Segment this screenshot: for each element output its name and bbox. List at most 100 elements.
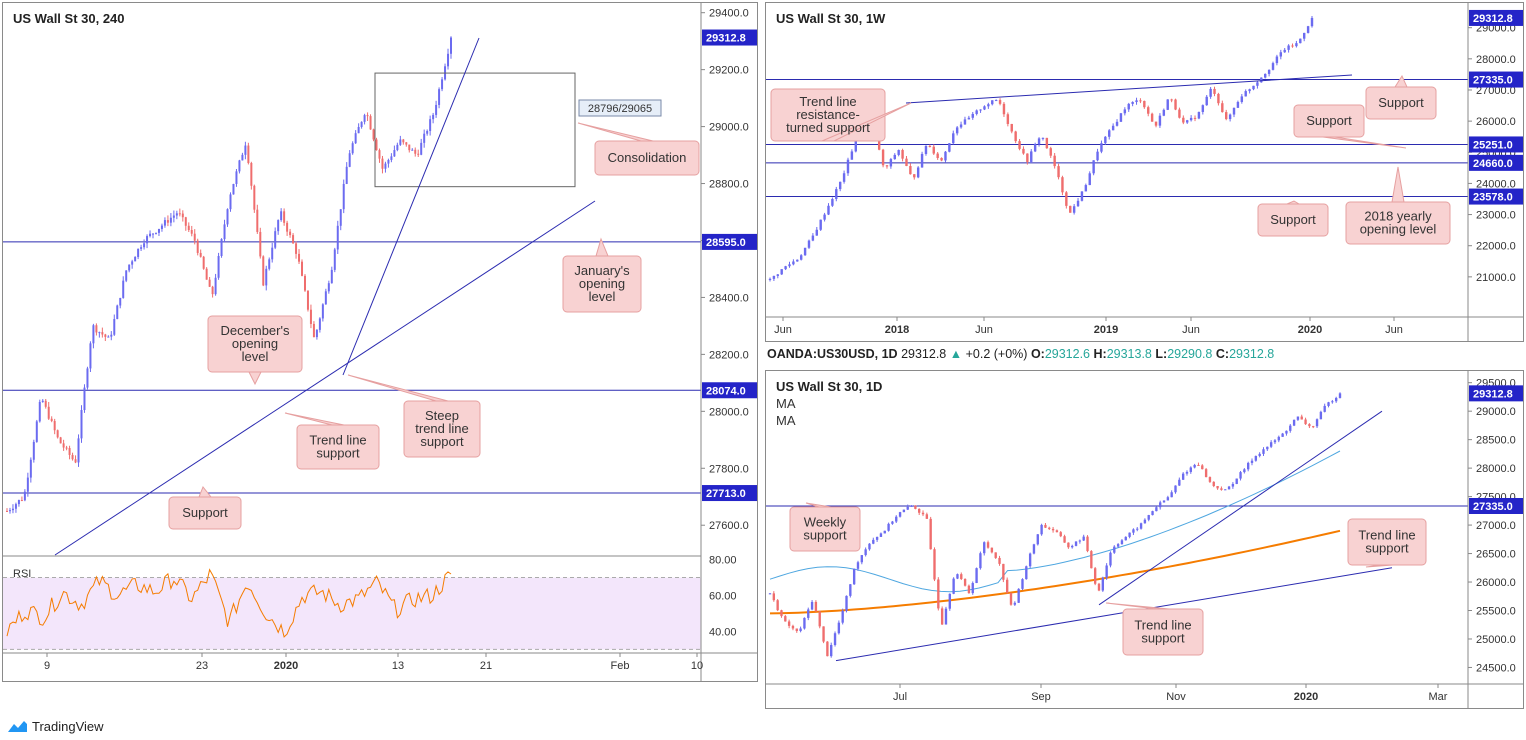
w1-candle-body <box>835 189 838 199</box>
w1-candle-body <box>1240 96 1244 102</box>
w1-candle-body <box>1115 121 1119 126</box>
h4-y-tick-label: 29200.0 <box>709 65 749 77</box>
d1-candle-body <box>860 555 863 563</box>
h4-candle-body <box>450 37 452 54</box>
h4-candle-body <box>41 400 44 402</box>
d1-candle-body <box>864 549 867 556</box>
d1-candle-body <box>940 608 944 625</box>
w1-candle-body <box>1217 93 1220 104</box>
w1-candle-body <box>1108 130 1111 137</box>
h4-candle-body <box>29 459 32 478</box>
d1-candle-body <box>929 518 932 550</box>
h4-candle-body <box>62 443 65 448</box>
tradingview-logo[interactable]: TradingView <box>4 718 104 734</box>
w1-candle-body <box>940 157 943 161</box>
d1-candle-body <box>1067 542 1070 548</box>
h4-x-tick-label: 10 <box>691 660 703 672</box>
d1-candle-body <box>883 530 886 534</box>
d1-candle-body <box>1300 416 1303 420</box>
h4-x-tick-label: 13 <box>392 660 404 672</box>
d1-y-tick-label: 27000.0 <box>1476 520 1516 532</box>
h4-candle-body <box>154 232 157 234</box>
d1-candle-body <box>852 568 856 585</box>
d1-candle-body <box>833 633 837 645</box>
h4-candle-body <box>143 243 146 248</box>
h4-candle-body <box>414 149 417 154</box>
w1-candle-body <box>905 158 908 167</box>
h4-candle-body <box>74 459 77 463</box>
w1-price-tag-bg <box>1469 136 1526 153</box>
support-callout-1-pointer <box>1394 74 1408 88</box>
h4-candle-body <box>14 504 17 509</box>
h4-candle-body <box>289 231 292 236</box>
w1-candle-body <box>1084 185 1088 192</box>
d1-chart-panel[interactable]: Weekly support Trend line support Trend line… <box>765 370 1526 709</box>
w1-candle-body <box>799 255 803 260</box>
d1-candle-body <box>1212 481 1215 487</box>
h4-candle-body <box>116 305 119 320</box>
d1-candle-body <box>979 553 982 569</box>
h4-candle-body <box>44 400 47 407</box>
decembers-opening-level-callout-text: opening <box>232 336 278 351</box>
d1-price-tag-bg <box>1469 497 1526 514</box>
d1-candle-body <box>1296 416 1300 420</box>
d1-y-tick-label: 25500.0 <box>1476 606 1516 618</box>
h4-candle-body <box>339 209 342 226</box>
h4-candle-body <box>71 454 74 460</box>
h4-price-tag-label: 29312.8 <box>706 33 746 45</box>
h4-chart[interactable]: 28796/29065 80.00 60.00 40.00 Consolidatio… <box>3 3 764 681</box>
yearly-opening-level-callout-pointer <box>1391 166 1405 203</box>
d1-candle-body <box>1128 532 1131 537</box>
d1-candle-body <box>1250 460 1254 463</box>
h4-candle-body <box>312 323 315 338</box>
w1-chart-panel[interactable]: Trend line resistance-turned support Suppo… <box>765 2 1526 342</box>
h4-candle-body <box>432 114 435 120</box>
h4-candle-body <box>223 224 226 240</box>
w1-candle-body <box>776 274 780 276</box>
h4-x-tick-label: 2020 <box>274 660 298 672</box>
h4-candle-body <box>244 145 247 155</box>
h4-chart-panel[interactable]: 28796/29065 80.00 60.00 40.00 Consolidatio… <box>2 2 764 682</box>
w1-candle-body <box>1201 105 1205 112</box>
trend-line-support-callout-bottom-pointer <box>1105 602 1170 610</box>
w1-candle-body <box>1256 82 1259 86</box>
d1-x-tick-label: 2020 <box>1294 691 1318 703</box>
d1-candle-body <box>1323 405 1326 412</box>
h4-price-tag-bg <box>702 233 764 250</box>
h4-candle-body <box>447 53 450 67</box>
h4-candle-body <box>342 183 345 210</box>
h4-candle-body <box>241 154 244 161</box>
h4-candle-body <box>101 332 104 335</box>
h4-candle-body <box>360 121 363 127</box>
w1-candle-body <box>1178 109 1181 118</box>
d1-x-tick-label: Sep <box>1031 691 1051 703</box>
h4-candle-body <box>393 150 396 157</box>
d1-price-tag-label: 27335.0 <box>1473 501 1513 513</box>
w1-candle-body <box>1104 136 1107 144</box>
ohlc-close-label: C: <box>1215 347 1230 361</box>
h4-candle-body <box>238 160 241 172</box>
support-callout-3-pointer <box>1286 200 1301 205</box>
h4-candle-body <box>429 119 432 132</box>
w1-candle-body <box>1092 160 1095 174</box>
h4-candle-body <box>125 270 128 281</box>
w1-candle-body <box>952 133 955 144</box>
w1-y-tick-label: 24000.0 <box>1476 178 1516 190</box>
d1-candle-body <box>1155 507 1158 512</box>
d1-candle-body <box>841 610 844 623</box>
d1-price-tag-bg <box>1469 385 1526 402</box>
trend-line-support-callout-bottom-text: support <box>1141 631 1185 646</box>
support-callout-pointer <box>198 486 213 498</box>
h4-x-tick-label: 9 <box>44 660 50 672</box>
rsi-y-tick-label: 60.00 <box>709 591 737 603</box>
d1-candle-body <box>791 625 795 629</box>
h4-x-tick-label: 23 <box>196 660 208 672</box>
w1-y-tick-label: 26000.0 <box>1476 116 1516 128</box>
w1-y-tick-label: 22000.0 <box>1476 241 1516 253</box>
d1-candle-body <box>1093 568 1097 584</box>
h4-candle-body <box>336 225 339 250</box>
d1-x-tick-label: Mar <box>1429 691 1448 703</box>
d1-candle-body <box>1105 565 1108 578</box>
